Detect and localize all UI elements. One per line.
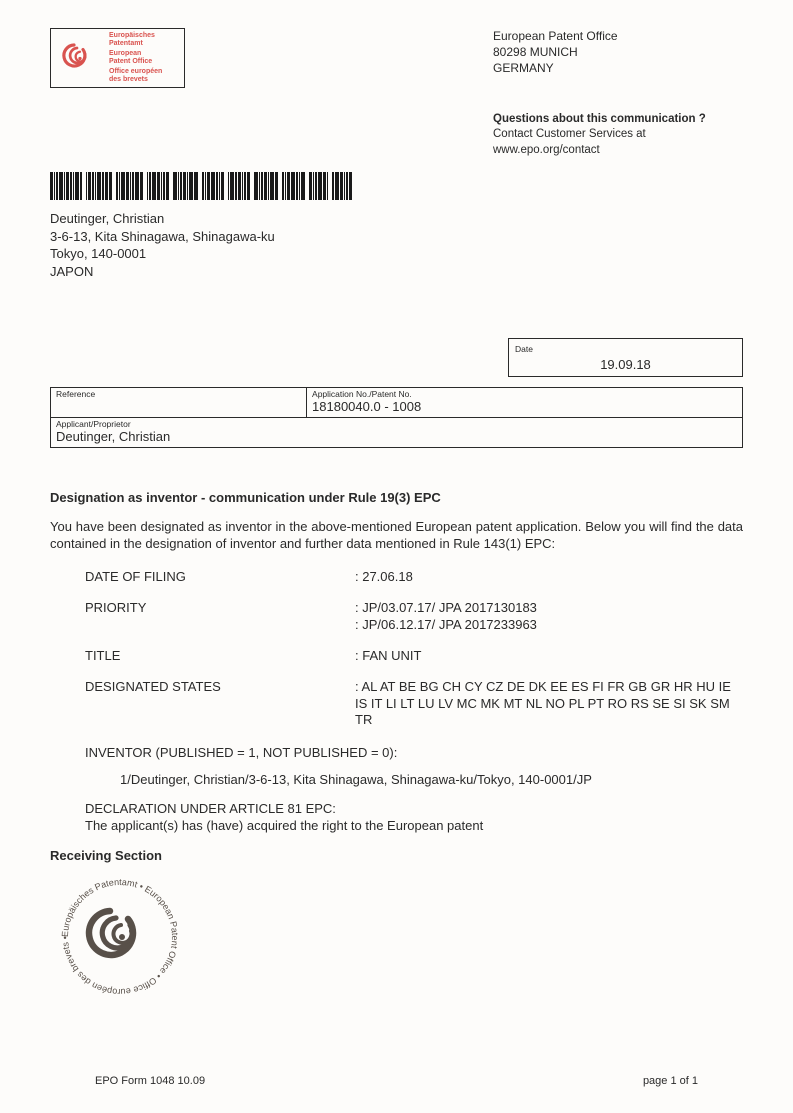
document-title: Designation as inventor - communication …: [50, 490, 743, 505]
declaration-line1: DECLARATION UNDER ARTICLE 81 EPC:: [85, 801, 743, 818]
appno-label: Application No./Patent No.: [312, 389, 737, 399]
epo-logo-box: Europäisches Patentamt European Patent O…: [50, 28, 185, 88]
questions-text: Contact Customer Services at www.epo.org…: [493, 127, 743, 158]
addressee-city: Tokyo, 140-0001: [50, 245, 743, 263]
intro-paragraph: You have been designated as inventor in …: [50, 519, 743, 553]
states-value: : AL AT BE BG CH CY CZ DE DK EE ES FI FR…: [355, 679, 743, 730]
states-label: DESIGNATED STATES: [85, 679, 355, 730]
receiving-section: Receiving Section: [50, 848, 743, 863]
epo-logo-labels: Europäisches Patentamt European Patent O…: [106, 29, 184, 87]
inventor-detail: 1/Deutinger, Christian/3-6-13, Kita Shin…: [120, 772, 743, 787]
inventor-heading: INVENTOR (PUBLISHED = 1, NOT PUBLISHED =…: [85, 745, 743, 760]
office-address: European Patent Office 80298 MUNICH GERM…: [493, 28, 743, 158]
priority-value-2: : JP/06.12.17/ JPA 2017233963: [355, 617, 743, 634]
header: Europäisches Patentamt European Patent O…: [50, 28, 743, 158]
declaration-line2: The applicant(s) has (have) acquired the…: [85, 818, 743, 835]
logo-text-de: Patentamt: [109, 40, 181, 48]
reference-label: Reference: [56, 389, 301, 399]
data-fields: DATE OF FILING : 27.06.18 PRIORITY : JP/…: [85, 569, 743, 729]
title-label: TITLE: [85, 648, 355, 665]
epo-logo-icon: [51, 29, 106, 87]
appno-value: 18180040.0 - 1008: [312, 399, 421, 414]
date-box: Date 19.09.18: [508, 338, 743, 377]
priority-value-1: : JP/03.07.17/ JPA 2017130183: [355, 600, 743, 617]
filing-value: : 27.06.18: [355, 569, 743, 586]
barcode: [50, 170, 743, 200]
questions-title: Questions about this communication ?: [493, 112, 743, 128]
logo-text-fr: des brevets: [109, 76, 181, 84]
logo-text-en: Patent Office: [109, 58, 181, 66]
footer-form: EPO Form 1048 10.09: [95, 1075, 205, 1087]
logo-text-de: Europäisches: [109, 32, 181, 40]
priority-value: : JP/03.07.17/ JPA 2017130183 : JP/06.12…: [355, 600, 743, 634]
addressee-country: JAPON: [50, 263, 743, 281]
office-name: European Patent Office: [493, 28, 743, 44]
filing-label: DATE OF FILING: [85, 569, 355, 586]
addressee-block: Deutinger, Christian 3-6-13, Kita Shinag…: [50, 210, 743, 280]
office-country: GERMANY: [493, 60, 743, 76]
date-label: Date: [515, 344, 533, 354]
applicant-label: Applicant/Proprietor: [56, 419, 737, 429]
questions-block: Questions about this communication ? Con…: [493, 112, 743, 159]
declaration-block: DECLARATION UNDER ARTICLE 81 EPC: The ap…: [85, 801, 743, 835]
footer-page: page 1 of 1: [643, 1075, 698, 1087]
date-value: 19.09.18: [515, 355, 736, 372]
footer: EPO Form 1048 10.09 page 1 of 1: [95, 1075, 698, 1087]
addressee-street: 3-6-13, Kita Shinagawa, Shinagawa-ku: [50, 228, 743, 246]
logo-text-fr: Office européen: [109, 68, 181, 76]
title-value: : FAN UNIT: [355, 648, 743, 665]
applicant-value: Deutinger, Christian: [56, 429, 170, 444]
logo-text-en: European: [109, 50, 181, 58]
epo-stamp: Europäisches Patentamt • European Patent…: [50, 867, 743, 1010]
office-city: 80298 MUNICH: [493, 44, 743, 60]
reference-table: Reference Application No./Patent No. 181…: [50, 387, 743, 448]
addressee-name: Deutinger, Christian: [50, 210, 743, 228]
priority-label: PRIORITY: [85, 600, 355, 634]
